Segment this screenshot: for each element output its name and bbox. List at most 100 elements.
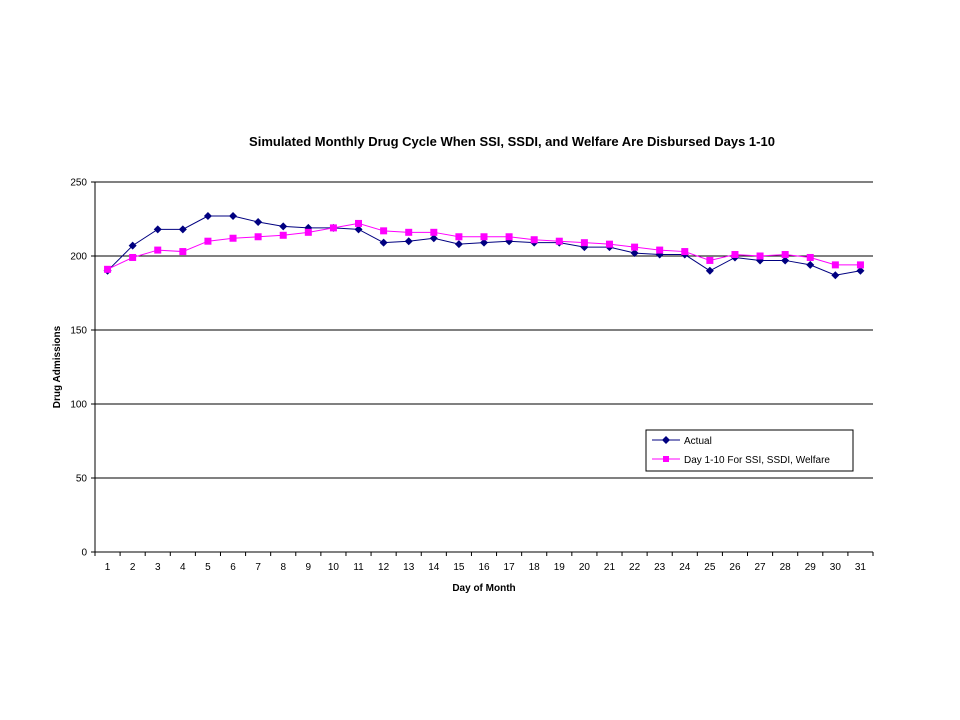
x-tick-label-8: 9 <box>306 562 312 573</box>
x-tick-label-17: 18 <box>529 562 541 573</box>
point-0-6 <box>254 217 263 226</box>
x-tick-label-4: 5 <box>205 562 211 573</box>
legend-marker-actual <box>662 436 670 444</box>
x-tick-label-0: 1 <box>105 562 111 573</box>
point-0-3 <box>178 225 187 234</box>
point-1-12 <box>405 228 413 236</box>
y-tick-label-0: 0 <box>81 548 87 559</box>
x-tick-label-21: 22 <box>629 562 641 573</box>
point-0-4 <box>203 212 212 221</box>
point-1-8 <box>304 228 312 236</box>
y-tick-label-4: 200 <box>70 252 87 263</box>
x-tick-label-3: 4 <box>180 562 186 573</box>
point-1-24 <box>706 256 714 264</box>
y-tick-label-3: 150 <box>70 326 87 337</box>
point-0-28 <box>806 260 815 269</box>
point-1-2 <box>154 246 162 254</box>
point-1-23 <box>681 248 689 256</box>
point-1-0 <box>104 265 112 273</box>
x-tick-label-26: 27 <box>755 562 767 573</box>
axes <box>91 181 874 556</box>
x-tick-label-5: 6 <box>230 562 236 573</box>
x-tick-label-10: 11 <box>353 562 364 573</box>
y-tick-labels: 0 50 100 150 200 250 <box>70 178 87 559</box>
point-1-5 <box>229 234 237 242</box>
x-tick-label-12: 13 <box>403 562 415 573</box>
point-1-21 <box>631 243 639 251</box>
point-1-10 <box>355 219 363 227</box>
legend-label-simulated: Day 1-10 For SSI, SSDI, Welfare <box>684 455 830 466</box>
x-tick-label-25: 26 <box>729 562 741 573</box>
x-tick-label-27: 28 <box>780 562 792 573</box>
point-1-1 <box>129 253 137 261</box>
point-1-27 <box>781 251 789 259</box>
point-1-13 <box>430 228 438 236</box>
legend-box <box>645 429 854 472</box>
point-0-15 <box>480 238 488 247</box>
point-0-14 <box>454 240 463 249</box>
x-tick-label-13: 14 <box>428 562 440 573</box>
point-1-30 <box>856 261 864 269</box>
point-1-17 <box>530 236 538 244</box>
x-tick-label-11: 12 <box>378 562 390 573</box>
point-1-6 <box>254 233 262 241</box>
point-1-15 <box>480 233 488 241</box>
y-tick-label-2: 100 <box>70 400 87 411</box>
point-1-26 <box>756 252 764 260</box>
x-axis-label: Day of Month <box>452 583 515 594</box>
point-0-30 <box>856 266 865 275</box>
x-tick-label-16: 17 <box>504 562 516 573</box>
x-tick-label-22: 23 <box>654 562 666 573</box>
point-0-13 <box>429 234 438 243</box>
y-axis-label: Drug Admissions <box>52 325 63 408</box>
x-tick-label-6: 7 <box>255 562 261 573</box>
point-1-9 <box>329 224 337 232</box>
legend: Actual Day 1-10 For SSI, SSDI, Welfare <box>645 429 854 472</box>
point-0-1 <box>128 241 137 250</box>
x-tick-label-23: 24 <box>679 562 691 573</box>
point-1-18 <box>555 237 563 245</box>
x-tick-label-7: 8 <box>280 562 286 573</box>
legend-marker-simulated <box>663 456 669 462</box>
x-tick-label-29: 30 <box>830 562 842 573</box>
point-1-22 <box>656 246 664 254</box>
point-1-25 <box>731 251 739 259</box>
legend-label-actual: Actual <box>684 436 712 447</box>
point-1-3 <box>179 248 187 256</box>
point-1-4 <box>204 237 212 245</box>
point-0-2 <box>153 225 162 234</box>
x-tick-labels: 1 2 3 4 5 6 7 8 9 10 11 12 13 14 15 16 17 18 19 20 21 22 23 24 2… <box>105 562 867 573</box>
point-1-11 <box>380 227 388 235</box>
point-1-16 <box>505 233 513 241</box>
y-tick-label-5: 250 <box>70 178 87 189</box>
x-tick-label-2: 3 <box>155 562 161 573</box>
point-0-27 <box>781 256 790 265</box>
x-tick-label-14: 15 <box>453 562 465 573</box>
x-tick-label-15: 16 <box>478 562 490 573</box>
x-tick-label-28: 29 <box>805 562 817 573</box>
chart-title: Simulated Monthly Drug Cycle When SSI, S… <box>249 134 775 149</box>
series <box>103 212 865 280</box>
x-tick-label-1: 2 <box>130 562 136 573</box>
point-0-7 <box>279 222 288 231</box>
point-0-21 <box>630 249 639 258</box>
x-tick-label-9: 10 <box>328 562 340 573</box>
point-1-28 <box>806 253 814 261</box>
x-tick-label-30: 31 <box>855 562 867 573</box>
y-tick-label-1: 50 <box>76 474 88 485</box>
x-tick-label-18: 19 <box>554 562 566 573</box>
x-tick-label-19: 20 <box>579 562 591 573</box>
x-tick-label-20: 21 <box>604 562 616 573</box>
series-1 <box>104 219 864 273</box>
point-1-19 <box>580 239 588 247</box>
point-0-24 <box>705 266 714 275</box>
point-0-12 <box>404 237 413 246</box>
point-1-29 <box>831 261 839 269</box>
point-1-7 <box>279 231 287 239</box>
point-0-5 <box>229 212 238 221</box>
point-1-20 <box>605 240 613 248</box>
point-0-11 <box>379 238 388 247</box>
x-tick-label-24: 25 <box>704 562 716 573</box>
point-0-10 <box>354 225 363 234</box>
